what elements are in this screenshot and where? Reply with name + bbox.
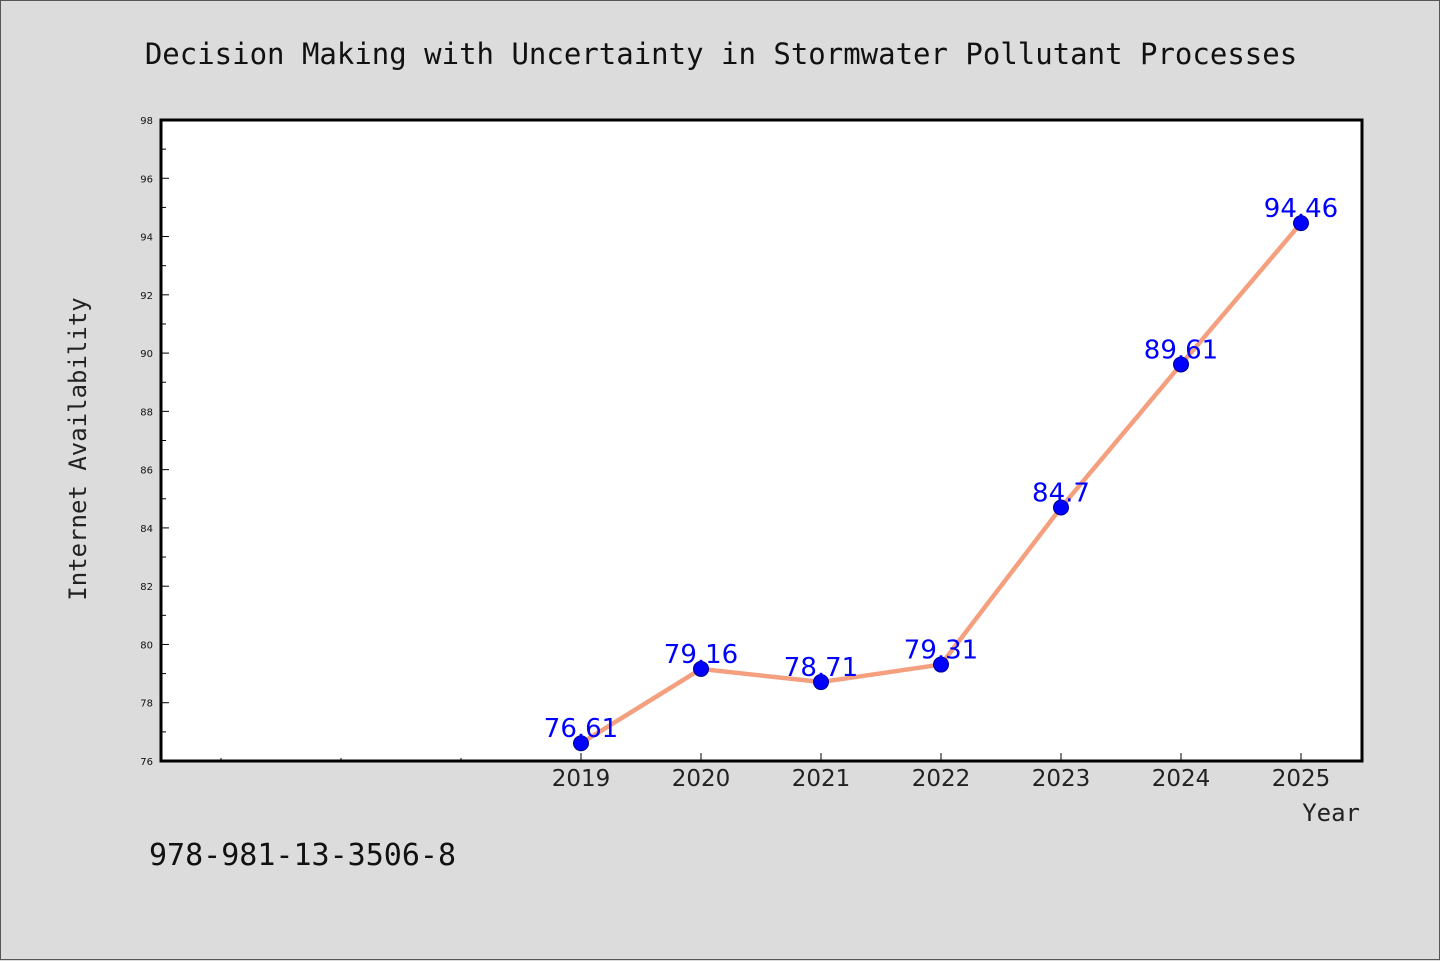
y-tick-label: 80 xyxy=(140,640,153,651)
data-point xyxy=(813,674,829,691)
y-axis: 76 78 80 82 84 86 88 90 92 94 96 98 xyxy=(140,116,169,768)
x-tick-label: 2024 xyxy=(1152,766,1211,792)
x-tick-label: 2020 xyxy=(672,766,731,792)
y-axis-label: Internet Availability xyxy=(64,297,92,600)
x-axis-label: Year xyxy=(1302,799,1360,827)
isbn-text: 978-981-13-3506-8 xyxy=(149,838,456,873)
data-label: 79.31 xyxy=(904,636,978,666)
data-point xyxy=(1173,356,1189,373)
data-point xyxy=(573,735,589,752)
data-label: 94.46 xyxy=(1264,194,1338,224)
data-markers xyxy=(573,215,1309,752)
y-tick-label: 76 xyxy=(140,757,153,768)
chart-title: Decision Making with Uncertainty in Stor… xyxy=(145,37,1297,71)
y-tick-label: 90 xyxy=(140,349,153,360)
data-point xyxy=(1053,499,1069,516)
y-tick-label: 86 xyxy=(140,466,153,477)
plot-area xyxy=(159,118,1364,763)
y-tick-label: 78 xyxy=(140,699,153,710)
data-point xyxy=(1293,215,1309,232)
y-tick-label: 82 xyxy=(140,582,153,593)
x-tick-label: 2023 xyxy=(1032,766,1091,792)
x-tick-label: 2019 xyxy=(552,766,611,792)
data-point xyxy=(693,660,709,677)
x-axis: 2019 2020 2021 2022 2023 2024 2025 xyxy=(552,753,1331,792)
data-label: 78.71 xyxy=(784,653,858,683)
y-tick-label: 92 xyxy=(140,291,153,302)
x-tick-label: 2022 xyxy=(912,766,971,792)
y-tick-label: 98 xyxy=(140,116,153,127)
data-label: 84.7 xyxy=(1032,479,1090,509)
x-tick-label: 2021 xyxy=(792,766,851,792)
y-tick-label: 84 xyxy=(140,524,153,535)
y-tick-label: 88 xyxy=(140,407,153,418)
data-label: 79.16 xyxy=(664,640,738,670)
data-labels: 76.61 79.16 78.71 79.31 84.7 89.61 94.46 xyxy=(544,194,1338,744)
data-label: 76.61 xyxy=(544,714,618,744)
data-label: 89.61 xyxy=(1144,335,1218,365)
y-tick-label: 96 xyxy=(140,174,153,185)
x-tick-label: 2025 xyxy=(1272,766,1331,792)
x-axis-minor-ticks xyxy=(220,758,462,762)
y-tick-label: 94 xyxy=(140,233,153,244)
data-point xyxy=(933,656,949,673)
